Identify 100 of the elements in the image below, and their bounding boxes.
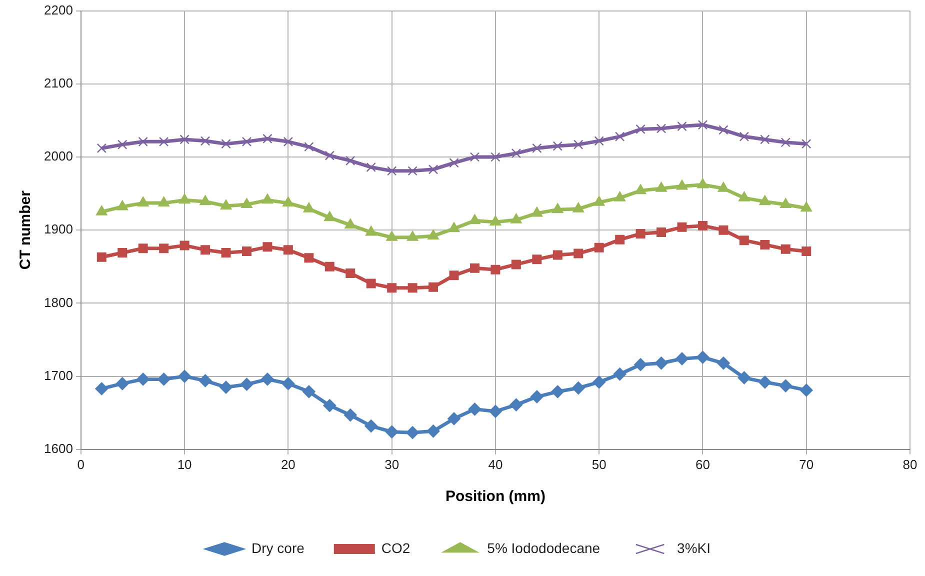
x-tick-label: 70 [799,456,814,472]
point [531,206,543,217]
point [178,194,190,204]
point [346,156,356,166]
point [510,398,523,412]
point [220,380,233,394]
point [758,376,772,389]
point [157,372,170,386]
point [469,214,480,224]
point [490,152,500,162]
point [324,262,334,272]
point [386,166,397,176]
point [158,196,170,207]
point [634,358,648,372]
point [656,182,667,192]
point [344,218,356,228]
point [698,220,708,230]
point [136,372,150,386]
point [676,352,689,366]
point [468,402,482,416]
point [532,254,542,264]
point [760,134,770,144]
point [654,356,668,370]
point [511,260,521,270]
point [614,191,626,202]
point [282,196,294,207]
point [718,225,728,235]
point [260,372,274,386]
point [656,124,666,134]
point [116,200,128,210]
point [282,377,295,390]
point [200,245,210,255]
point [552,141,562,151]
point [242,136,252,146]
point [594,242,604,252]
point [593,196,605,206]
point [615,234,625,244]
point [802,139,812,149]
point [242,246,252,256]
point [759,195,771,206]
point [220,199,232,210]
point [448,222,460,232]
y-tick-label: 2100 [44,75,73,90]
point [800,384,813,397]
point [366,162,376,172]
point [180,240,190,250]
point [800,202,812,212]
point [594,136,604,146]
point [718,125,728,135]
point [262,242,272,252]
legend-label: 5% Iodododecane [487,540,600,556]
point [96,143,106,154]
point [716,356,730,370]
point [449,270,459,280]
point [365,226,377,236]
point [302,385,316,398]
point [118,248,128,258]
point [614,132,625,142]
point [324,150,334,160]
x-tick-label: 40 [488,456,503,472]
y-tick-label: 2200 [44,2,73,18]
x-tick-label: 30 [384,456,400,472]
point [697,178,708,188]
point [449,158,459,168]
point [323,399,336,412]
point [530,390,544,404]
point [240,378,254,391]
point [780,244,790,254]
point [634,184,646,194]
point [138,136,148,146]
point [262,194,274,204]
point [448,412,461,426]
point [490,216,502,226]
point [738,371,751,384]
point [385,425,398,438]
point [636,229,646,238]
point [408,166,418,176]
point [574,248,584,258]
point [572,202,584,212]
point [344,408,357,422]
point [779,379,792,392]
x-axis-title: Position (mm) [445,488,546,506]
legend-label: CO2 [381,540,410,556]
point [780,138,790,148]
point [118,140,128,150]
point [592,376,606,389]
point [552,250,562,260]
point [387,283,397,293]
point [406,426,420,440]
point [574,140,584,150]
point [656,228,666,238]
point [551,385,564,398]
point [200,136,210,146]
point [159,244,169,254]
point [241,198,252,208]
point [221,248,231,258]
point [552,203,564,214]
point [760,240,770,250]
y-axis-title: CT number [17,190,34,270]
point [364,420,378,433]
